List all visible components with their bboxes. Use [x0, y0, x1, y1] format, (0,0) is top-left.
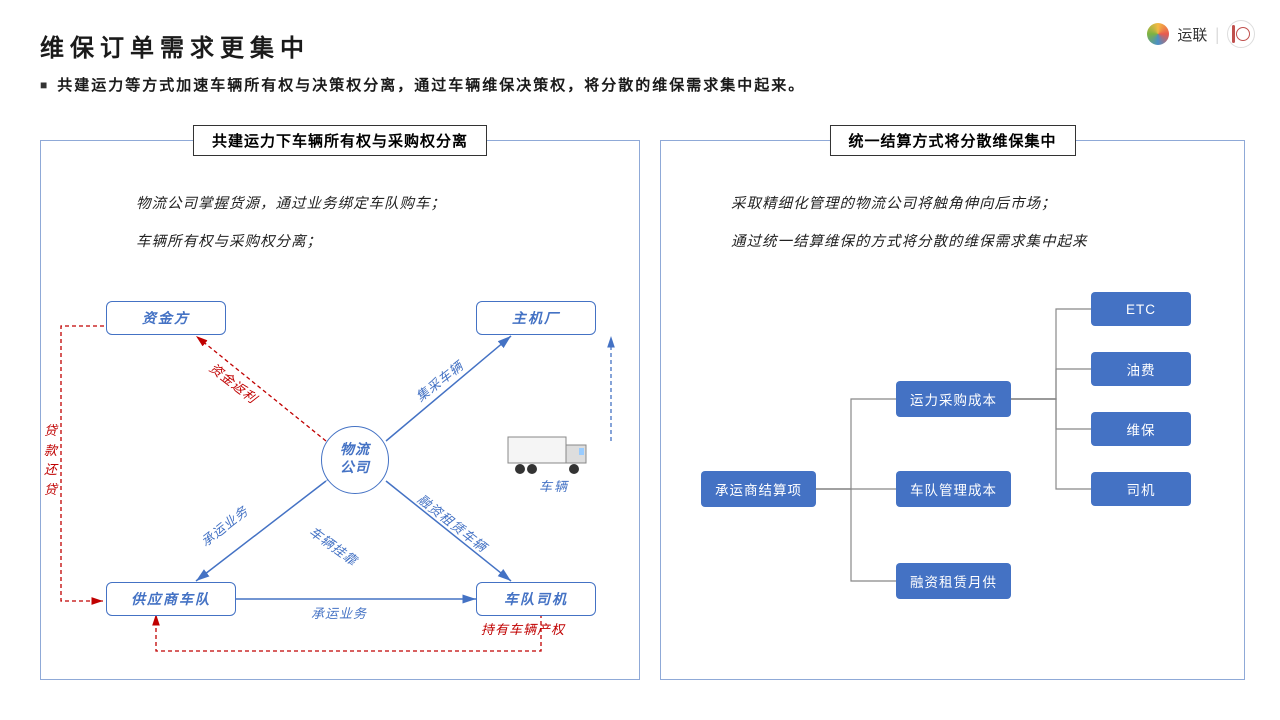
- logo-divider: |: [1215, 24, 1219, 45]
- page-subtitle: 共建运力等方式加速车辆所有权与决策权分离，通过车辆维保决策权，将分散的维保需求集…: [40, 74, 805, 95]
- label-carrier2: 承运业务: [311, 603, 367, 622]
- tree-leaf-1: 油费: [1091, 352, 1191, 386]
- tree-leaf-0: ETC: [1091, 292, 1191, 326]
- label-lease: 融资租赁车辆: [414, 489, 492, 556]
- tree-leaf-2: 维保: [1091, 412, 1191, 446]
- page-title: 维保订单需求更集中: [40, 28, 310, 63]
- right-panel: 统一结算方式将分散维保集中 采取精细化管理的物流公司将触角伸向后市场； 通过统一…: [660, 140, 1245, 680]
- right-panel-title: 统一结算方式将分散维保集中: [829, 125, 1075, 156]
- right-desc-2: 通过统一结算维保的方式将分散的维保需求集中起来: [731, 224, 1088, 262]
- left-desc-2: 车辆所有权与采购权分离；: [136, 224, 446, 262]
- node-fund: 资金方: [106, 301, 226, 335]
- left-desc: 物流公司掌握货源，通过业务绑定车队购车； 车辆所有权与采购权分离；: [136, 186, 446, 261]
- label-carrier1: 承运业务: [196, 501, 252, 550]
- label-fund-interest: 资金返利: [206, 358, 262, 407]
- right-desc-1: 采取精细化管理的物流公司将触角伸向后市场；: [731, 186, 1088, 224]
- logo-text: 运联: [1177, 24, 1207, 45]
- left-panel: 共建运力下车辆所有权与采购权分离 物流公司掌握货源，通过业务绑定车队购车； 车辆…: [40, 140, 640, 680]
- right-desc: 采取精细化管理的物流公司将触角伸向后市场； 通过统一结算维保的方式将分散的维保需…: [731, 186, 1088, 261]
- label-loan: 贷 款 还 贷: [44, 421, 58, 499]
- tree-leaf-3: 司机: [1091, 472, 1191, 506]
- label-own: 持有车辆产权: [481, 619, 565, 638]
- node-fleet: 供应商车队: [106, 582, 236, 616]
- logo-swirl-icon: [1147, 23, 1169, 45]
- tree-root: 承运商结算项: [701, 471, 816, 507]
- logo-badge-icon: [1227, 20, 1255, 48]
- tree-mid-1: 车队管理成本: [896, 471, 1011, 507]
- logo-area: 运联 |: [1147, 20, 1255, 48]
- tree-mid-0: 运力采购成本: [896, 381, 1011, 417]
- left-desc-1: 物流公司掌握货源，通过业务绑定车队购车；: [136, 186, 446, 224]
- tree-mid-2: 融资租赁月供: [896, 563, 1011, 599]
- label-affiliate: 车辆挂靠: [306, 521, 362, 569]
- node-driver: 车队司机: [476, 582, 596, 616]
- left-panel-title: 共建运力下车辆所有权与采购权分离: [193, 125, 487, 156]
- node-center: 物流 公司: [321, 426, 389, 494]
- node-oem: 主机厂: [476, 301, 596, 335]
- truck-icon: [506, 431, 586, 476]
- label-purchase: 集采车辆: [411, 356, 467, 405]
- truck-label: 车辆: [539, 476, 569, 495]
